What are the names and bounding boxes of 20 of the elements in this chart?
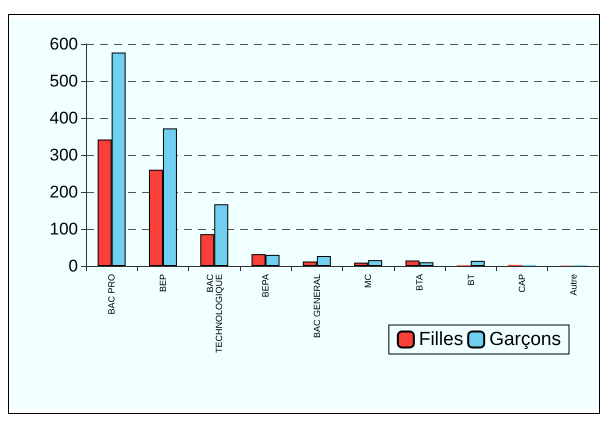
y-tick-label: 0 — [68, 256, 78, 276]
y-tick-label: 500 — [50, 72, 78, 90]
bar — [470, 260, 485, 266]
x-tick-label: BAC TECHNOLOGIQUE — [204, 274, 224, 354]
x-tick-label: BTA — [414, 274, 424, 291]
legend-label: Filles — [418, 329, 464, 350]
x-tick-label: BT — [466, 274, 476, 286]
x-tick-label: BAC GENERAL — [312, 274, 322, 338]
y-tick-label: 400 — [50, 108, 78, 128]
legend-label: Garçons — [489, 329, 562, 350]
x-tick-label: BEPA — [260, 274, 271, 298]
x-tick-label: BEP — [158, 274, 168, 292]
x-tick-label: MC — [363, 274, 374, 288]
x-tick-label: BAC PRO — [106, 274, 117, 315]
y-tick-label: 200 — [50, 182, 78, 202]
y-tick-label: 100 — [50, 220, 78, 238]
x-tick-label: CAP — [517, 274, 528, 293]
x-tick-label: Autre — [568, 274, 578, 296]
y-tick-label: 600 — [50, 34, 78, 54]
y-tick-label: 300 — [50, 146, 78, 164]
